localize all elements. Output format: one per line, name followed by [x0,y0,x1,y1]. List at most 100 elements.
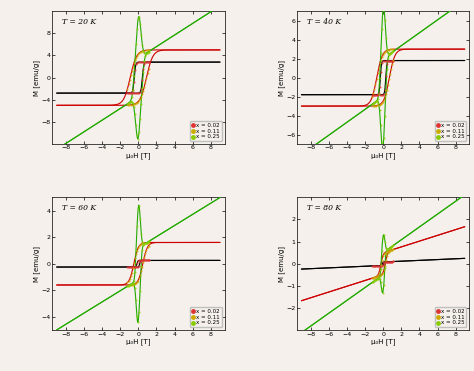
Point [384,55,392,61]
Point [132,264,140,270]
Point [390,246,397,252]
Point [377,122,384,128]
Point [373,92,380,98]
Point [137,216,144,222]
Point [388,50,395,56]
Point [133,264,141,270]
Point [374,275,382,281]
Point [134,278,142,283]
Point [374,273,381,279]
Point [135,98,143,104]
Point [386,259,394,265]
Point [142,59,149,65]
Point [130,104,137,110]
Point [127,264,134,270]
Point [382,257,390,263]
Y-axis label: M [emu/g]: M [emu/g] [33,60,40,96]
Point [141,257,148,263]
Point [382,249,390,255]
Point [381,112,389,118]
Point [129,282,137,288]
Point [369,101,377,106]
Point [125,282,132,288]
Point [133,26,141,32]
Point [383,253,391,259]
Point [387,244,395,250]
Point [125,90,132,96]
Point [128,99,136,105]
Point [382,58,390,63]
Point [387,247,395,253]
Point [143,240,150,246]
Point [140,48,147,54]
Point [389,58,396,63]
Point [377,92,384,98]
Point [138,91,146,97]
Point [368,275,376,281]
Point [376,276,383,282]
Point [381,49,389,55]
Point [134,16,142,22]
Point [378,286,385,292]
Point [368,101,376,107]
Point [130,264,137,270]
Point [378,54,386,60]
Point [368,279,376,285]
Point [380,135,388,141]
Point [134,90,142,96]
Point [378,263,385,269]
Point [128,68,136,74]
Point [375,263,383,269]
Point [386,50,394,56]
Point [129,86,137,92]
Point [125,82,132,88]
Point [374,98,381,104]
Point [389,247,396,253]
Point [370,263,377,269]
Point [372,81,379,87]
Point [145,243,152,249]
Point [145,59,152,65]
Point [140,240,147,246]
Point [374,102,382,108]
Point [387,50,395,56]
Point [370,92,377,98]
Point [388,259,395,265]
Point [141,59,148,65]
Point [389,46,396,52]
Point [378,257,386,263]
Point [380,58,388,63]
Point [368,94,376,100]
Point [384,246,392,252]
Point [384,82,392,88]
Point [390,259,397,265]
Point [138,257,146,263]
Point [145,49,153,55]
Point [383,259,391,265]
Point [137,101,145,107]
Point [386,248,394,254]
Point [374,92,381,98]
Point [389,49,396,55]
Point [135,263,143,269]
Point [368,92,376,98]
Point [126,77,133,83]
Point [372,92,379,98]
Point [386,46,394,52]
Point [137,288,144,293]
Point [383,87,391,93]
Point [390,46,397,52]
Point [386,247,394,253]
Point [375,275,383,281]
Point [144,50,151,56]
Point [372,278,379,283]
Y-axis label: M [emu/g]: M [emu/g] [33,246,40,282]
Point [131,281,138,287]
Point [383,66,391,72]
Point [124,264,131,270]
Point [377,57,384,63]
Point [130,281,137,287]
X-axis label: μ₀H [T]: μ₀H [T] [126,152,151,158]
Point [133,313,141,319]
Point [130,60,137,66]
